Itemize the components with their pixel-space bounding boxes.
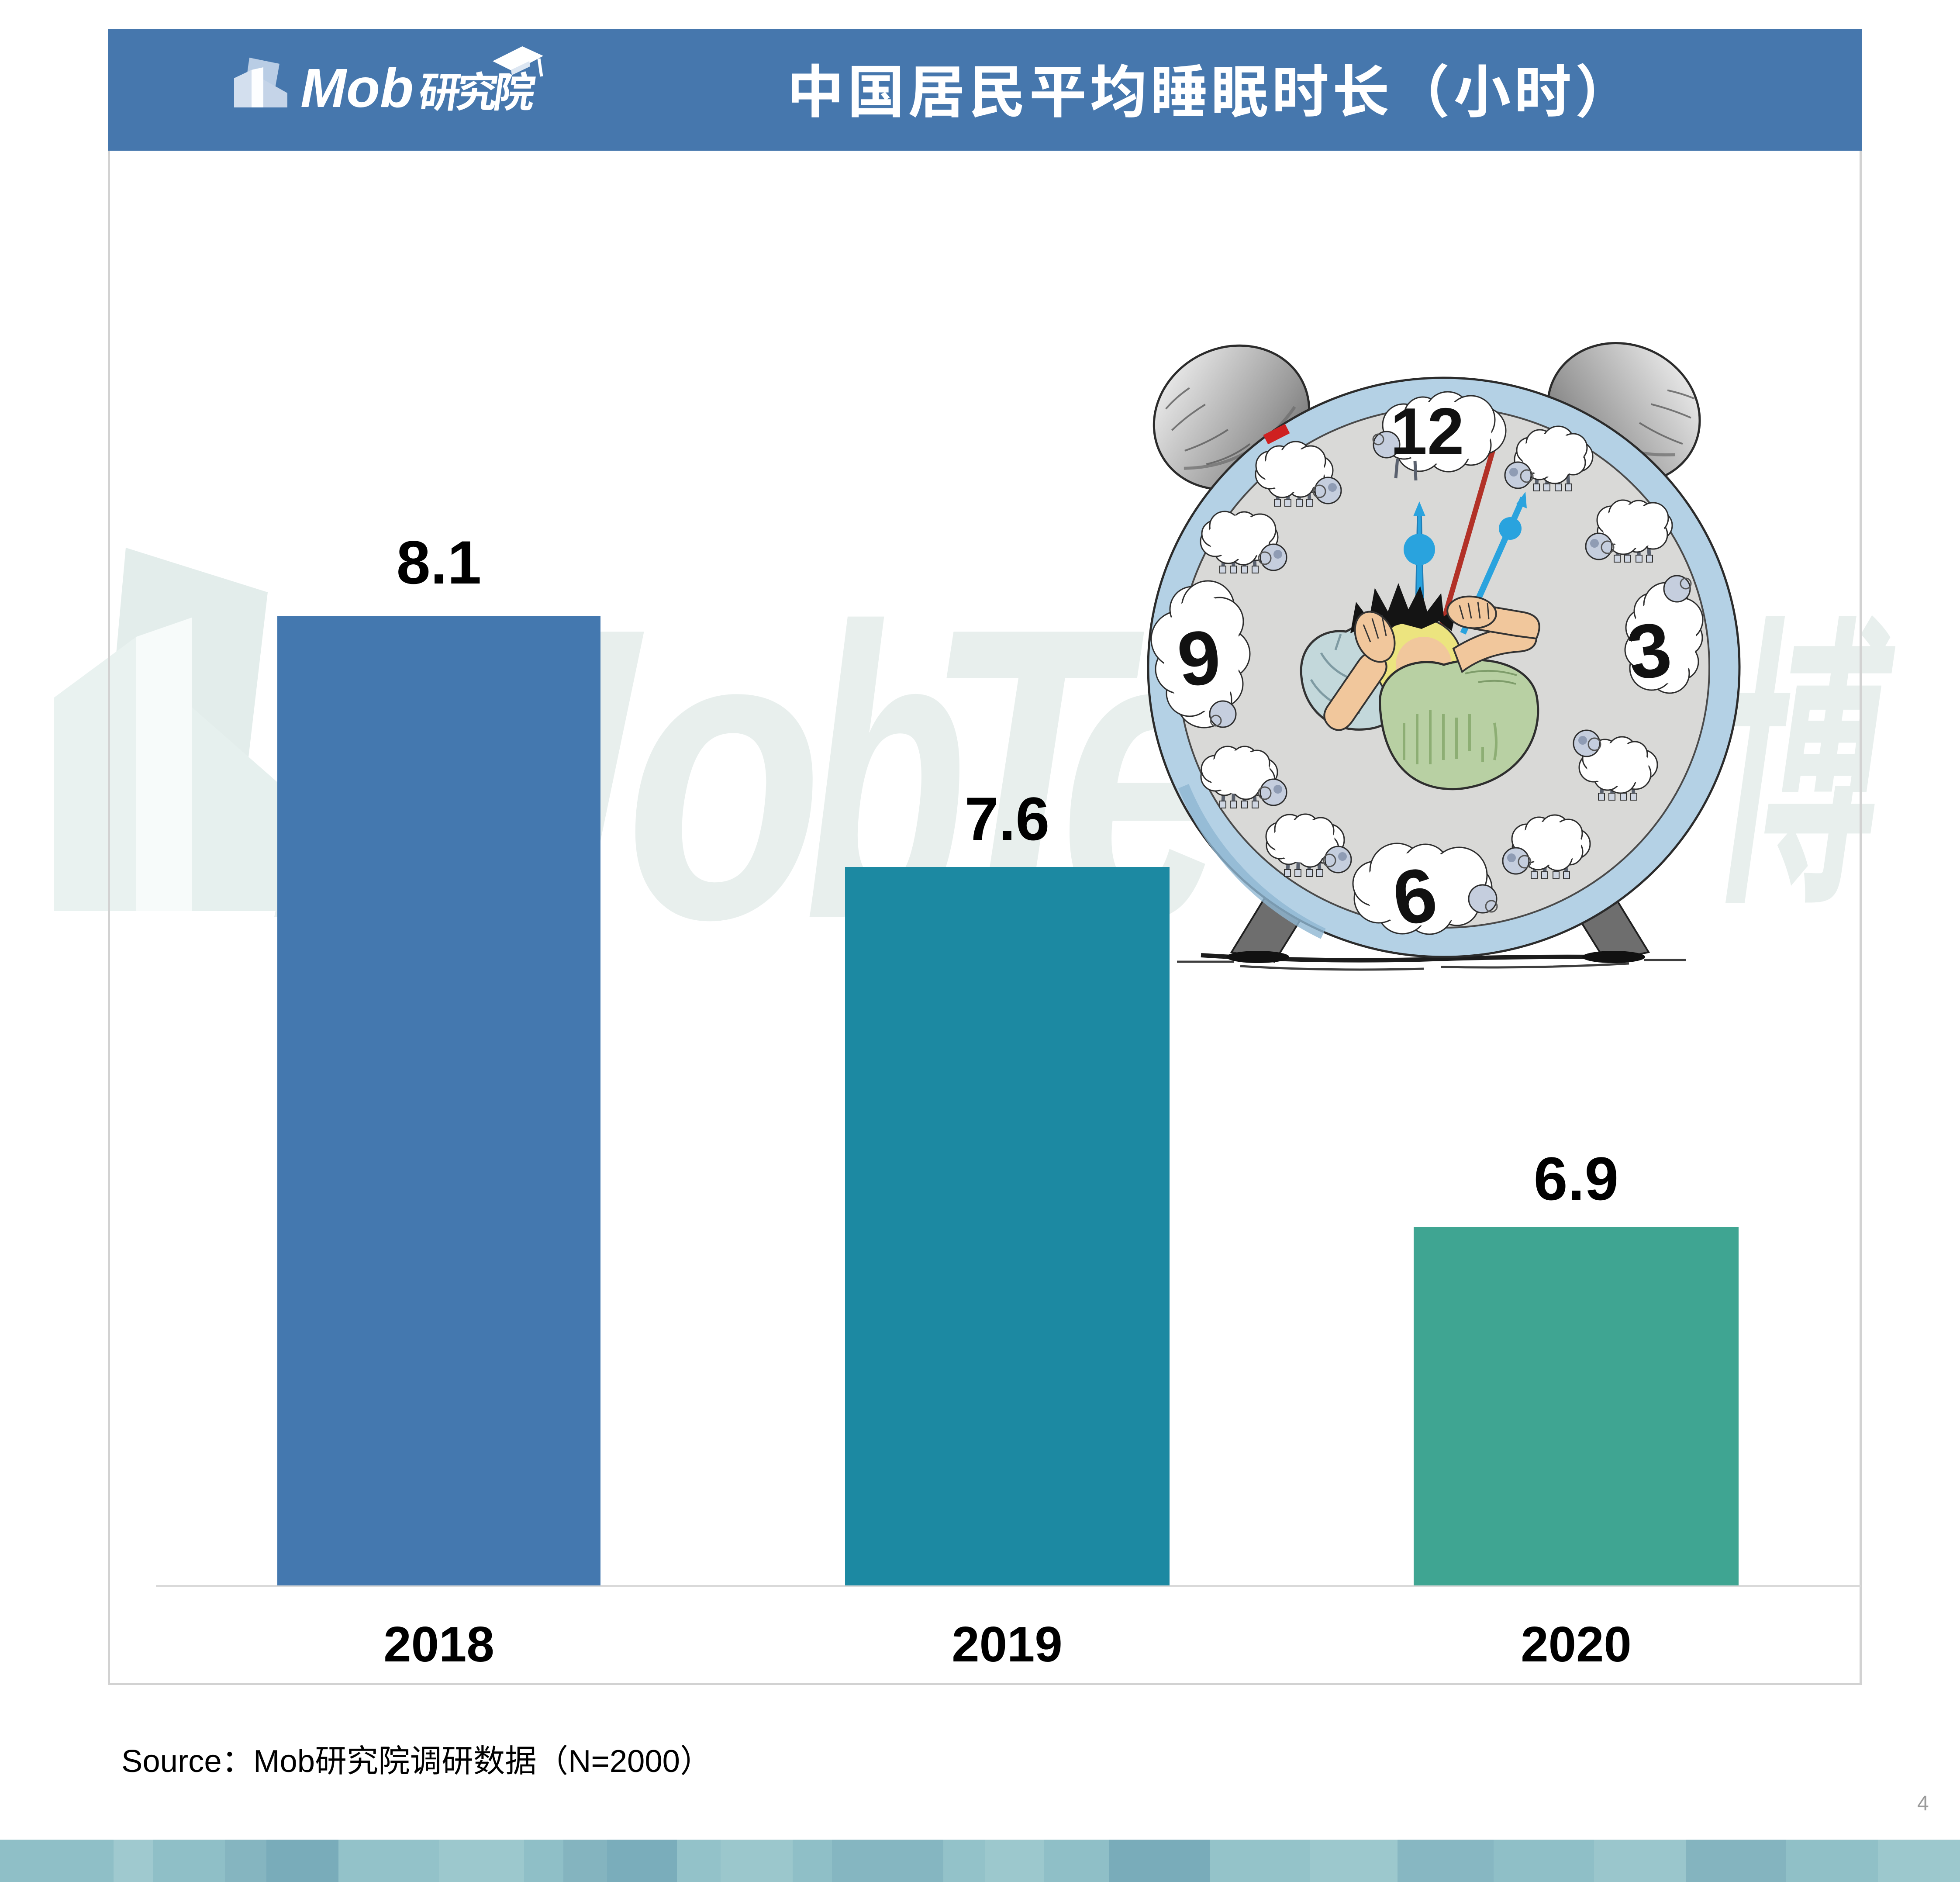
svg-text:9: 9 bbox=[1173, 614, 1225, 703]
svg-text:12: 12 bbox=[1390, 394, 1464, 469]
svg-text:Source: Source bbox=[121, 1744, 222, 1779]
svg-text:o: o bbox=[625, 542, 823, 1005]
svg-text:N=2000: N=2000 bbox=[568, 1744, 680, 1779]
svg-text:Mob: Mob bbox=[253, 1744, 315, 1779]
svg-text:Mob: Mob bbox=[300, 57, 414, 119]
